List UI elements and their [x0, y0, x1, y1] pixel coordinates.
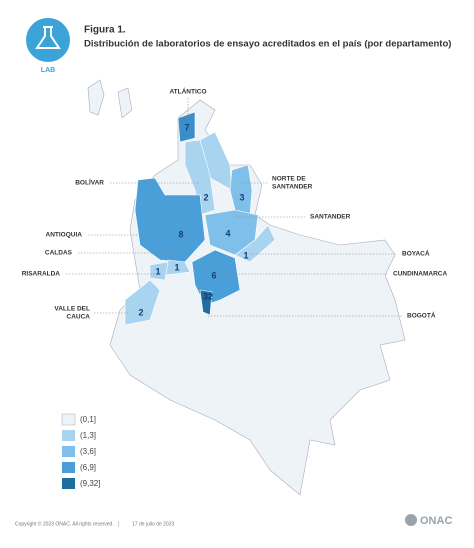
department-label: ATLÁNTICO: [169, 87, 206, 96]
department-label: BOLÍVAR: [75, 178, 104, 187]
legend-label: (6,9]: [80, 463, 96, 472]
department-area: [184, 139, 216, 216]
department-area: [134, 177, 206, 263]
department-label: CALDAS: [45, 250, 73, 257]
legend-swatch: [62, 462, 75, 473]
department-label: RISARALDA: [22, 271, 61, 278]
department-count: 1: [174, 262, 179, 272]
department-label: VALLE DEL: [54, 306, 90, 313]
department-label: NORTE DE: [272, 176, 306, 183]
islands: [87, 79, 133, 119]
lab-icon: [26, 18, 70, 62]
department-count: 2: [203, 192, 208, 202]
department-label: SANTANDER: [272, 184, 313, 191]
department-area: [234, 224, 276, 263]
legend-label: (9,32]: [80, 479, 100, 488]
legend-swatch: [62, 430, 75, 441]
department-count: 1: [243, 250, 248, 260]
legend: (0,1] (1,3] (3,6] (6,9] (9,32]: [61, 413, 100, 489]
brand: ONAC: [420, 515, 452, 527]
department-count: 4: [225, 228, 230, 238]
department-count: 2: [138, 307, 143, 317]
department-label: ANTIOQUIA: [46, 232, 83, 239]
department-count: 6: [211, 270, 216, 280]
department-count: 3: [239, 192, 244, 202]
department-area: [177, 111, 196, 143]
department-area: [149, 261, 169, 281]
legend-swatch: [61, 413, 76, 426]
brand-logo: [405, 514, 417, 526]
icon-label: LAB: [41, 67, 55, 74]
department-area: [124, 279, 161, 326]
leader-lines: [66, 98, 402, 317]
department-label: BOGOTÁ: [407, 311, 436, 320]
legend-swatch: [62, 478, 75, 489]
legend-label: (0,1]: [80, 415, 96, 424]
department-count: 32: [203, 291, 213, 301]
legend-label: (3,6]: [80, 447, 96, 456]
department-label: CAUCA: [67, 314, 91, 321]
figure-number: Figura 1.: [84, 25, 126, 36]
department-label: SANTANDER: [310, 214, 351, 221]
legend-label: (1,3]: [80, 431, 96, 440]
flask: [35, 26, 61, 49]
department-area: [199, 289, 213, 316]
department-count: 1: [155, 266, 160, 276]
legend-swatch: [62, 446, 75, 457]
department-label: BOYACÁ: [402, 249, 430, 258]
figure-title: Distribución de laboratorios de ensayo a…: [84, 39, 451, 50]
separator: |: [118, 522, 120, 528]
copyright: Copyright © 2023 ONAC. All rights reserv…: [15, 520, 114, 527]
department-count: 8: [178, 229, 183, 239]
department-count: 7: [184, 122, 189, 132]
date: 17 de julio de 2023: [132, 521, 174, 527]
department-label: CUNDINAMARCA: [393, 271, 447, 278]
